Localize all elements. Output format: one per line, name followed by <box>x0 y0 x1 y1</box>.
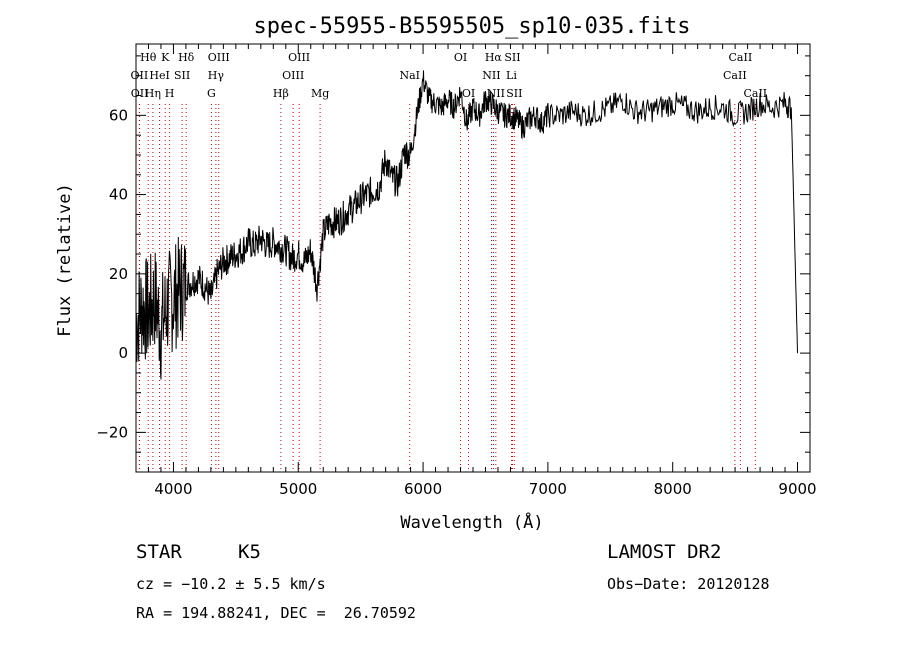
line-marker-label: OII <box>131 87 149 100</box>
line-marker-label: CaII <box>743 87 767 100</box>
spectrum-line <box>135 70 798 380</box>
line-marker-label: Hβ <box>273 87 289 100</box>
line-marker-label: SII <box>174 69 190 82</box>
line-marker-label: Hδ <box>178 51 195 64</box>
x-tick-label: 7000 <box>529 480 567 498</box>
line-marker-label: SII <box>504 51 520 64</box>
line-marker-label: CaII <box>723 69 747 82</box>
y-tick-label: 20 <box>109 265 128 283</box>
line-marker-label: HeI <box>149 69 169 82</box>
line-marker-label: Li <box>506 69 517 82</box>
object-subclass: K5 <box>238 541 261 563</box>
line-marker-label: Hη <box>145 87 161 100</box>
x-tick-label: 6000 <box>404 480 442 498</box>
y-axis: −20 0 20 40 60 <box>96 55 810 473</box>
series-layer <box>135 70 798 380</box>
line-marker-label: CaII <box>729 51 753 64</box>
line-marker-label: NII <box>487 87 505 100</box>
redshift-cz: cz = −10.2 ± 5.5 km/s <box>136 575 326 593</box>
line-marker-label: H <box>165 87 175 100</box>
chart-title: spec-55955-B5595505_sp10-035.fits <box>253 14 690 39</box>
object-class: STAR <box>136 541 182 563</box>
x-tick-label: 8000 <box>654 480 692 498</box>
line-marker-label: NaI <box>399 69 420 82</box>
line-marker-label: Mg <box>311 87 329 100</box>
obs-date: Obs−Date: 20120128 <box>607 575 770 593</box>
line-marker-label: Hα <box>485 51 503 64</box>
x-tick-label: 9000 <box>778 480 816 498</box>
line-marker-label: SII <box>506 87 522 100</box>
ra-dec: RA = 194.88241, DEC = 26.70592 <box>136 604 416 622</box>
line-marker-label: OI <box>462 87 475 100</box>
y-axis-label: Flux (relative) <box>55 183 75 337</box>
line-marker-label: Hγ <box>208 69 225 82</box>
line-marker-label: NII <box>482 69 500 82</box>
line-marker-label: Hθ <box>140 51 157 64</box>
line-marker-label: OIII <box>288 51 310 64</box>
y-tick-label: 0 <box>118 344 128 362</box>
y-tick-label: 40 <box>109 186 128 204</box>
line-marker-label: OIII <box>208 51 230 64</box>
x-tick-label: 4000 <box>154 480 192 498</box>
line-marker-label: OI <box>454 51 467 64</box>
line-marker-label: K <box>161 51 170 64</box>
y-tick-label: −20 <box>96 423 128 441</box>
survey-name: LAMOST DR2 <box>607 541 722 563</box>
x-axis: 4000 5000 6000 7000 8000 9000 <box>135 44 817 498</box>
line-marker-label: G <box>207 87 216 100</box>
x-tick-label: 5000 <box>279 480 317 498</box>
y-tick-label: 60 <box>109 106 128 124</box>
line-marker-label: OIII <box>282 69 304 82</box>
x-axis-label: Wavelength (Å) <box>400 511 543 533</box>
